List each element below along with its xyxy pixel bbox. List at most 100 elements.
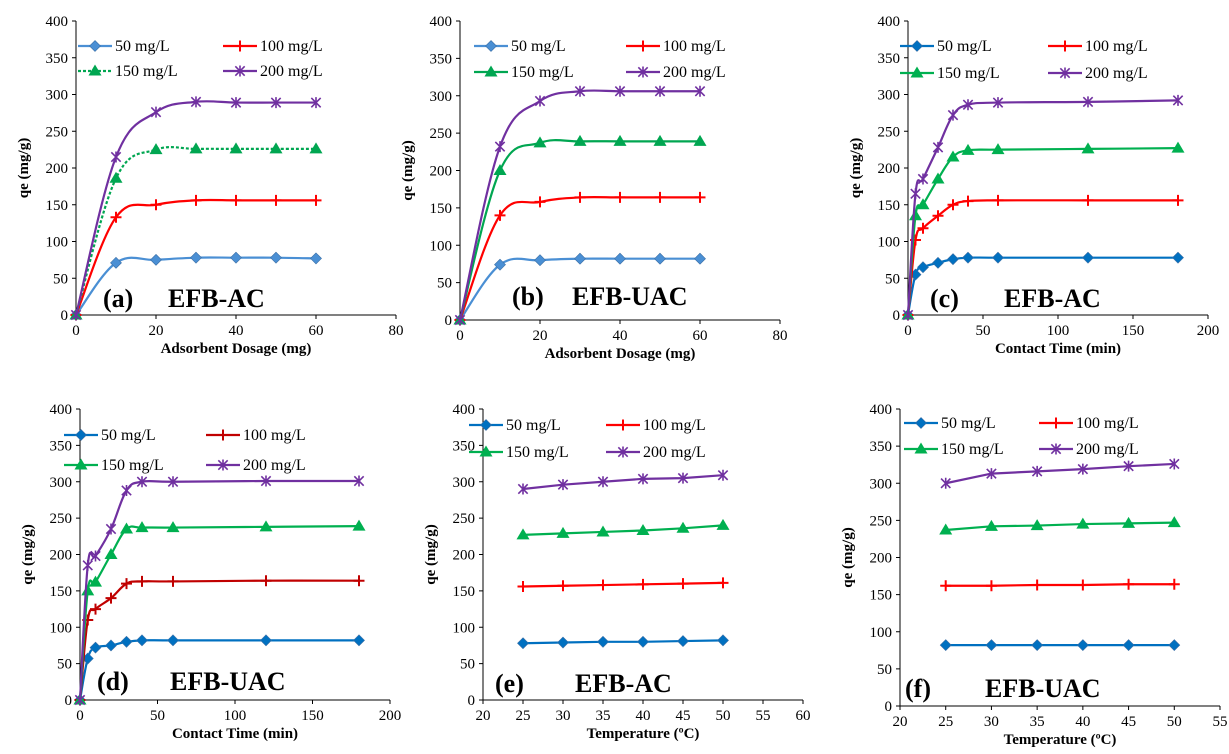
legend-swatch-marker xyxy=(1050,417,1062,429)
chart-panel-e: 0 50 100 150 200 250 300 350 400 20 25 30 35 40 45 50 55… xyxy=(423,402,811,742)
x-tick-label: 50 xyxy=(1167,714,1182,730)
data-point xyxy=(517,581,529,593)
y-tick-label: 400 xyxy=(453,402,476,418)
x-tick-label: 100 xyxy=(224,708,247,724)
x-tick-label: 40 xyxy=(636,708,651,724)
y-tick-label: 350 xyxy=(878,51,901,67)
data-point xyxy=(1169,458,1180,470)
data-point xyxy=(1167,516,1181,528)
y-tick-label: 50 xyxy=(53,271,68,287)
y-tick-label: 250 xyxy=(50,511,73,527)
data-point xyxy=(596,525,610,537)
x-tick-label: 50 xyxy=(716,708,731,724)
legend-swatch-marker xyxy=(217,459,229,471)
data-point xyxy=(517,637,529,650)
series-line-3 xyxy=(945,521,1175,532)
data-point xyxy=(962,195,974,207)
y-tick-label: 50 xyxy=(877,662,892,678)
data-point xyxy=(89,641,102,654)
data-point xyxy=(676,521,690,533)
x-axis-title: Temperature (ºC) xyxy=(587,726,700,742)
y-tick-label: 0 xyxy=(468,693,476,709)
y-tick-label: 300 xyxy=(453,475,476,491)
legend-label: 100 mg/L xyxy=(1085,38,1148,55)
legend: 50 mg/L 100 mg/L 150 mg/L 200 mg/L xyxy=(900,38,1148,82)
y-tick-label: 150 xyxy=(870,588,893,604)
y-tick-label: 150 xyxy=(50,584,73,600)
legend-label: 150 mg/L xyxy=(937,65,1000,82)
data-point xyxy=(135,521,149,533)
data-point xyxy=(167,575,179,587)
x-tick-label: 20 xyxy=(893,714,908,730)
x-tick-label: 100 xyxy=(1047,323,1070,339)
data-point xyxy=(533,136,547,148)
panel-label: (c) xyxy=(930,284,959,313)
data-point xyxy=(1123,460,1134,472)
y-tick-label: 0 xyxy=(61,308,69,324)
sample-name: EFB-AC xyxy=(168,284,265,313)
data-point xyxy=(136,634,148,647)
x-tick-label: 80 xyxy=(389,323,404,339)
data-point xyxy=(1168,578,1180,590)
chart-panel-b: 0 50 100 150 200 250 300 350 400 0 20 40 60 80 Adsorbe… xyxy=(400,14,788,362)
data-point xyxy=(167,476,179,488)
data-point xyxy=(1172,94,1184,106)
data-point xyxy=(353,475,365,487)
x-tick-label: 150 xyxy=(1122,323,1145,339)
data-point xyxy=(961,143,975,155)
data-point xyxy=(121,484,132,496)
legend-label: 100 mg/L xyxy=(243,427,306,444)
data-point xyxy=(1076,639,1089,652)
data-point xyxy=(74,694,86,706)
y-tick-label: 100 xyxy=(50,620,73,636)
legend-swatch-marker xyxy=(75,429,87,441)
y-tick-label: 400 xyxy=(50,402,73,418)
data-point xyxy=(962,99,974,111)
series-line-4 xyxy=(522,474,724,491)
data-point xyxy=(985,639,998,652)
data-point xyxy=(190,96,202,108)
data-point xyxy=(556,526,570,538)
legend-swatch-marker xyxy=(911,40,923,52)
legend-swatch-marker xyxy=(217,429,229,441)
x-tick-label: 25 xyxy=(938,714,953,730)
y-tick-label: 300 xyxy=(50,475,73,491)
legend-swatch-marker xyxy=(914,442,928,454)
data-point xyxy=(1031,465,1043,477)
data-point xyxy=(121,578,132,590)
data-point xyxy=(189,142,203,154)
legend: 50 mg/L 100 mg/L 150 mg/L 200 mg/L xyxy=(469,417,706,461)
data-point xyxy=(260,475,272,487)
data-point xyxy=(984,519,998,531)
data-point xyxy=(557,479,569,491)
data-point xyxy=(1082,251,1094,264)
data-point xyxy=(494,209,506,221)
data-point xyxy=(939,639,952,652)
data-point xyxy=(1172,194,1184,206)
data-point xyxy=(109,171,123,183)
data-point xyxy=(494,141,506,153)
x-tick-label: 55 xyxy=(756,708,771,724)
y-tick-label: 200 xyxy=(453,548,476,564)
legend-label: 100 mg/L xyxy=(1076,415,1139,432)
data-point xyxy=(932,256,944,269)
y-tick-label: 350 xyxy=(870,439,893,455)
data-point xyxy=(105,639,117,652)
y-tick-label: 200 xyxy=(878,161,901,177)
data-point xyxy=(105,523,117,535)
x-tick-label: 20 xyxy=(149,323,164,339)
data-point xyxy=(962,251,974,264)
data-point xyxy=(110,256,122,269)
x-tick-label: 80 xyxy=(773,328,788,344)
sample-name: EFB-UAC xyxy=(572,282,688,311)
data-point xyxy=(516,528,530,540)
data-point xyxy=(717,634,729,647)
data-point xyxy=(1171,141,1185,153)
y-tick-label: 250 xyxy=(870,513,893,529)
y-tick-label: 150 xyxy=(453,584,476,600)
legend: 50 mg/L 100 mg/L 150 mg/L 200 mg/L xyxy=(78,38,323,80)
y-tick-label: 350 xyxy=(46,51,69,67)
y-tick-label: 400 xyxy=(430,14,453,30)
series-line-1 xyxy=(522,639,724,645)
data-point xyxy=(1122,516,1136,528)
